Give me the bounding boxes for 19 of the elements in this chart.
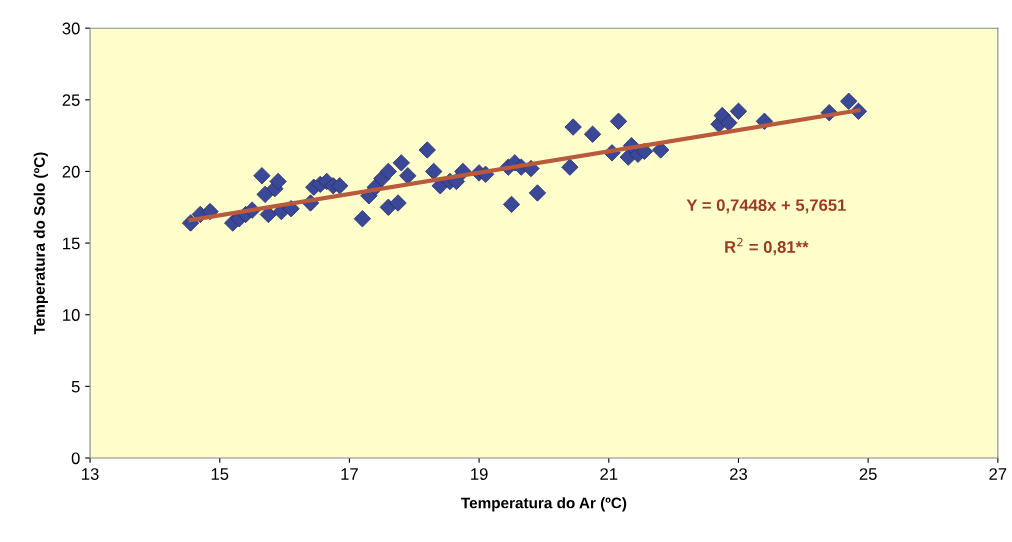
x-tick-label: 27 — [989, 468, 1007, 480]
y-tick-label: 25 — [62, 94, 80, 107]
x-tick-label: 13 — [82, 468, 99, 480]
x-tick-label: 21 — [600, 468, 618, 480]
y-axis-title: Temperatura do Solo (ºC) — [33, 152, 48, 335]
y-tick-label: 15 — [63, 237, 80, 250]
y-tick-label: 30 — [62, 22, 80, 35]
x-tick-label: 17 — [341, 468, 358, 480]
x-tick-label: 23 — [730, 468, 748, 480]
annotation: R$^{2}$ = 0,81** — [725, 237, 809, 256]
y-tick-label: 5 — [71, 380, 80, 393]
x-tick-label: 19 — [471, 468, 488, 480]
annotation: Y = 0,7448x + 5,7651 — [686, 199, 846, 214]
y-tick-label: 0 — [71, 452, 80, 465]
x-tick-label: 25 — [859, 468, 877, 480]
y-tick-label: 20 — [62, 165, 80, 178]
x-tick-label: 15 — [211, 468, 229, 480]
y-tick-label: 10 — [63, 309, 80, 321]
x-axis-title: Temperatura do Ar (ºC) — [461, 497, 627, 512]
